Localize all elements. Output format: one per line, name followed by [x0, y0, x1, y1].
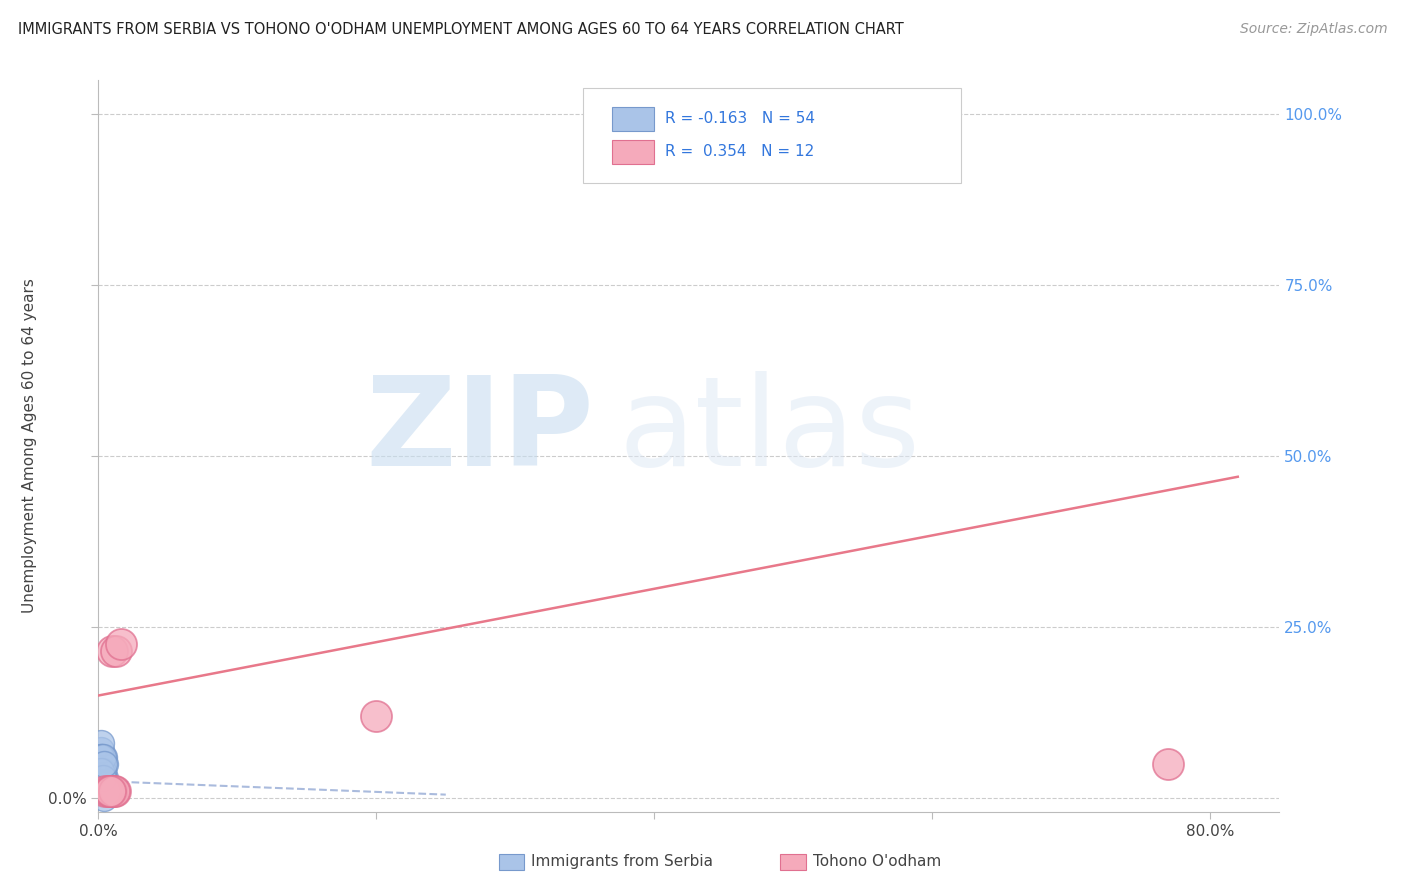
Point: [94, 756, 117, 771]
Point: [90, 777, 112, 791]
Point: [1157, 756, 1180, 771]
Point: [101, 784, 124, 798]
Point: [91, 771, 114, 785]
Point: [94, 784, 117, 798]
Point: [90, 777, 112, 791]
Text: Source: ZipAtlas.com: Source: ZipAtlas.com: [1240, 22, 1388, 37]
Point: [91, 764, 114, 778]
Point: [93, 784, 115, 798]
Point: [105, 644, 128, 658]
Point: [103, 784, 125, 798]
Point: [91, 777, 114, 791]
Point: [97, 784, 120, 798]
Point: [90, 764, 112, 778]
Point: [104, 784, 127, 798]
Point: [91, 764, 114, 778]
Text: R =  0.354   N = 12: R = 0.354 N = 12: [665, 145, 814, 160]
Point: [366, 709, 388, 723]
Text: atlas: atlas: [619, 371, 920, 491]
Text: Tohono O'odham: Tohono O'odham: [813, 855, 941, 869]
FancyBboxPatch shape: [612, 140, 654, 164]
Point: [97, 784, 120, 798]
Point: [90, 756, 112, 771]
Point: [93, 777, 115, 791]
FancyBboxPatch shape: [612, 107, 654, 131]
Y-axis label: Unemployment Among Ages 60 to 64 years: Unemployment Among Ages 60 to 64 years: [21, 278, 37, 614]
Point: [110, 637, 132, 651]
Point: [101, 644, 124, 658]
Point: [98, 784, 121, 798]
Point: [90, 777, 112, 791]
Point: [91, 764, 114, 778]
Point: [90, 784, 112, 798]
Point: [93, 750, 115, 764]
Point: [91, 777, 114, 791]
Point: [93, 756, 115, 771]
Point: [91, 784, 114, 798]
Point: [91, 756, 114, 771]
Point: [90, 777, 112, 791]
Point: [96, 784, 118, 798]
Point: [93, 777, 115, 791]
Point: [90, 764, 112, 778]
Point: [91, 771, 114, 785]
Point: [90, 764, 112, 778]
Point: [90, 784, 112, 798]
Point: [90, 750, 112, 764]
Text: R = -0.163   N = 54: R = -0.163 N = 54: [665, 111, 815, 126]
Point: [93, 777, 115, 791]
Point: [91, 764, 114, 778]
Point: [91, 750, 114, 764]
Point: [90, 784, 112, 798]
Point: [90, 736, 112, 750]
Point: [91, 771, 114, 785]
Point: [97, 784, 120, 798]
Point: [94, 777, 117, 791]
Point: [90, 743, 112, 757]
FancyBboxPatch shape: [582, 87, 960, 183]
Point: [90, 771, 112, 785]
Point: [90, 750, 112, 764]
Point: [94, 771, 117, 785]
Point: [90, 764, 112, 778]
Point: [91, 771, 114, 785]
Point: [90, 756, 112, 771]
Point: [90, 771, 112, 785]
Text: ZIP: ZIP: [366, 371, 595, 491]
Point: [90, 771, 112, 785]
Point: [100, 784, 122, 798]
Point: [91, 756, 114, 771]
Point: [98, 784, 121, 798]
Text: Immigrants from Serbia: Immigrants from Serbia: [531, 855, 713, 869]
Point: [91, 750, 114, 764]
Point: [90, 777, 112, 791]
Text: IMMIGRANTS FROM SERBIA VS TOHONO O'ODHAM UNEMPLOYMENT AMONG AGES 60 TO 64 YEARS : IMMIGRANTS FROM SERBIA VS TOHONO O'ODHAM…: [18, 22, 904, 37]
Point: [93, 791, 115, 805]
Point: [96, 784, 118, 798]
Point: [93, 784, 115, 798]
Point: [93, 771, 115, 785]
Point: [94, 784, 117, 798]
